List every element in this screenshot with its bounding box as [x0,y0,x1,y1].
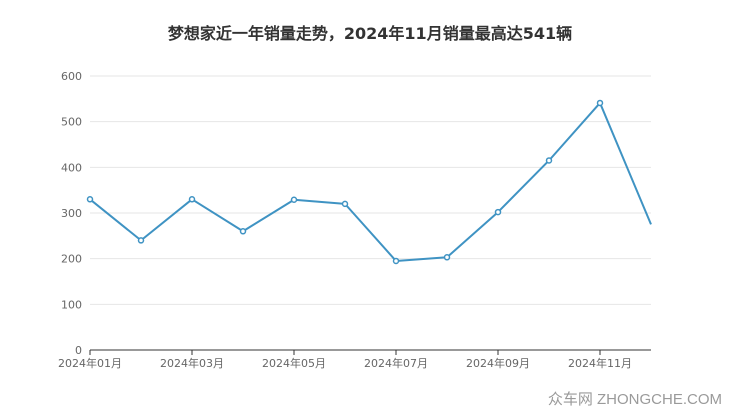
data-point [596,99,604,107]
data-point [443,254,451,261]
data-point [86,196,94,203]
data-point [137,237,145,244]
x-tick-label: 2024年09月 [466,356,530,370]
data-point [341,200,349,208]
y-tick-label: 100 [61,298,82,311]
x-tick-label: 2024年03月 [160,356,224,370]
y-tick-label: 200 [61,253,82,266]
y-tick-label: 500 [61,116,82,129]
data-point [188,196,196,203]
x-tick-label: 2024年11月 [568,356,632,370]
series-line [89,101,652,262]
data-point [239,228,247,235]
y-tick-label: 400 [61,161,82,174]
data-point [290,196,298,204]
y-tick-label: 300 [61,207,82,220]
x-tick-label: 2024年05月 [262,356,326,370]
x-tick-label: 2024年01月 [58,356,122,370]
x-tick-label: 2024年07月 [364,356,428,370]
data-point [392,257,400,265]
watermark: 众车网 ZHONGCHE.COM [547,391,722,408]
chart-title: 梦想家近一年销量走势，2024年11月销量最高达541辆 [167,24,573,43]
y-tick-label: 600 [61,70,82,83]
y-tick-label: 0 [75,344,82,357]
data-point [545,157,553,164]
data-point [494,208,502,216]
